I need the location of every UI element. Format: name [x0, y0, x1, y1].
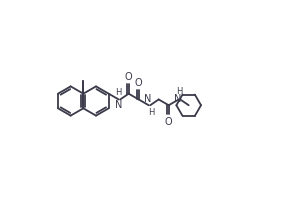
Text: N: N [174, 94, 182, 104]
Text: H: H [116, 88, 122, 97]
Text: O: O [135, 78, 142, 88]
Text: O: O [165, 117, 172, 127]
Text: H: H [148, 108, 154, 117]
Text: O: O [125, 72, 133, 82]
Text: N: N [115, 100, 122, 110]
Text: H: H [176, 87, 183, 96]
Text: N: N [144, 94, 152, 104]
